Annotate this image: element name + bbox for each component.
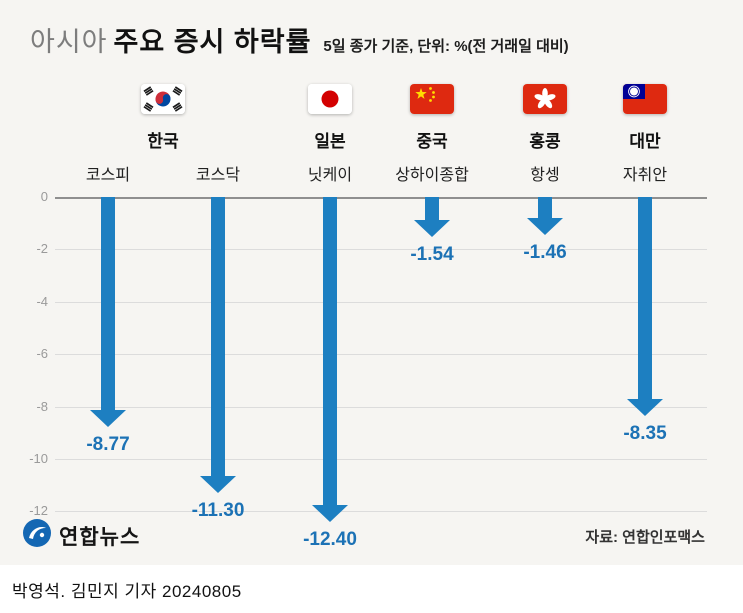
y-tick-label: -2: [36, 241, 48, 257]
index-label: 자취안: [622, 167, 668, 184]
arrow-head-icon: [414, 220, 450, 237]
japan-flag-icon: [308, 84, 352, 114]
arrow-shaft: [538, 197, 552, 220]
index-label: 닛케이: [307, 167, 353, 184]
country-label: 일본: [314, 132, 346, 151]
arrow-shaft: [101, 197, 115, 412]
byline-strip: 박영석. 김민지 기자 20240805: [0, 565, 743, 613]
gridline: [55, 354, 707, 356]
value-label: -12.40: [303, 529, 357, 550]
arrow-head-icon: [527, 218, 563, 235]
gridline: [55, 459, 707, 460]
south-korea-flag-icon: [141, 84, 185, 114]
china-flag-icon: [410, 84, 454, 114]
arrow-shaft: [425, 197, 439, 222]
arrow-head-icon: [200, 476, 236, 493]
chart-subtitle: 5일 종가 기준, 단위: %(전 거래일 대비): [323, 38, 569, 55]
source-credit: 자료: 연합인포맥스: [585, 529, 705, 546]
y-tick-label: -10: [29, 451, 48, 466]
gridline: [55, 249, 707, 251]
arrow-shaft: [638, 197, 652, 401]
y-tick-label: -6: [36, 346, 48, 362]
y-tick-label: -12: [29, 503, 48, 519]
index-label: 코스닥: [195, 167, 241, 184]
country-label: 홍콩: [529, 132, 561, 151]
y-tick-label: -4: [36, 293, 48, 309]
chart-header: 아시아 주요 증시 하락률 5일 종가 기준, 단위: %(전 거래일 대비): [30, 20, 569, 59]
arrow-head-icon: [312, 505, 348, 522]
axis-zero-line: [55, 197, 707, 199]
country-label: 대만: [629, 132, 661, 151]
arrow-shaft: [323, 197, 337, 507]
value-label: -1.54: [410, 244, 454, 265]
taiwan-flag-icon: [623, 84, 667, 114]
index-label: 코스피: [85, 167, 131, 184]
y-tick-label: 0: [40, 189, 48, 204]
byline-text: 박영석. 김민지 기자 20240805: [12, 581, 242, 601]
value-label: -8.77: [86, 434, 130, 455]
arrow-head-icon: [627, 399, 663, 416]
country-label: 한국: [147, 132, 179, 151]
title-prefix: 아시아: [30, 27, 108, 57]
index-label: 상하이종합: [395, 167, 469, 184]
gridline: [55, 511, 707, 513]
value-label: -1.46: [523, 242, 567, 263]
yonhap-logo: 연합뉴스: [22, 518, 140, 553]
page-title: 주요 증시 하락률: [113, 27, 312, 57]
country-label: 중국: [416, 132, 448, 151]
gridline: [55, 301, 707, 303]
value-label: -8.35: [623, 423, 667, 444]
gridline: [55, 406, 707, 408]
hong-kong-flag-icon: [523, 84, 567, 114]
arrow-shaft: [211, 197, 225, 478]
yonhap-logo-icon: [22, 518, 52, 553]
value-label: -11.30: [191, 500, 245, 521]
arrow-head-icon: [90, 410, 126, 427]
y-tick-label: -8: [36, 398, 48, 414]
index-label: 항셍: [530, 167, 560, 184]
yonhap-logo-text: 연합뉴스: [59, 525, 141, 549]
